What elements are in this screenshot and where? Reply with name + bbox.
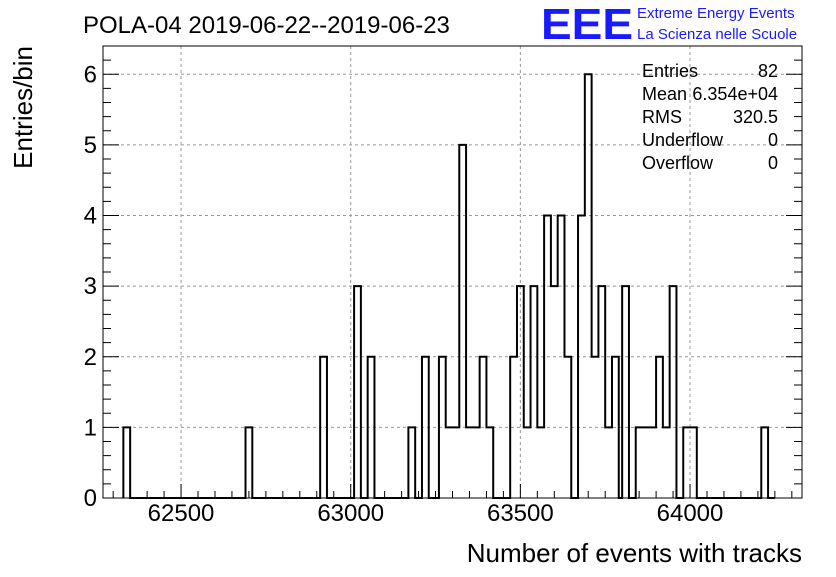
logo-line-1: Extreme Energy Events	[637, 5, 795, 22]
y-tick-label: 4	[84, 203, 97, 230]
eee-logo: EEE Extreme Energy Events La Scienza nel…	[541, 0, 797, 49]
stats-underflow-value: 0	[768, 130, 778, 150]
axis-ticks	[103, 45, 802, 499]
stats-entries-value: 82	[758, 61, 778, 81]
stats-overflow-label: Overflow	[642, 153, 714, 173]
y-axis-label: Entries/bin	[8, 46, 38, 169]
y-tick-label: 3	[84, 273, 97, 300]
x-tick-label: 64000	[657, 500, 724, 527]
y-tick-label: 5	[84, 132, 97, 159]
x-tick-labels: 62500 63000 63500 64000	[148, 500, 724, 527]
stats-entries-label: Entries	[642, 61, 698, 81]
chart-title: POLA-04 2019-06-22--2019-06-23	[83, 12, 450, 39]
stats-rms-label: RMS	[642, 107, 682, 127]
y-tick-label: 1	[84, 414, 97, 441]
eee-logo-text: EEE	[541, 0, 633, 49]
y-tick-label: 6	[84, 61, 97, 88]
stats-underflow-label: Underflow	[642, 130, 724, 150]
y-tick-labels: 0 1 2 3 4 5 6	[84, 61, 97, 512]
x-tick-label: 63500	[487, 500, 554, 527]
x-tick-label: 62500	[148, 500, 215, 527]
y-tick-label: 2	[84, 344, 97, 371]
stats-mean-label: Mean	[642, 84, 687, 104]
stats-mean-value: 6.354e+04	[692, 84, 778, 104]
stats-overflow-value: 0	[768, 153, 778, 173]
stats-rms-value: 320.5	[733, 107, 778, 127]
y-tick-label: 0	[84, 485, 97, 512]
logo-line-2: La Scienza nelle Scuole	[637, 26, 797, 43]
stats-box: Entries 82 Mean 6.354e+04 RMS 320.5 Unde…	[642, 61, 778, 173]
x-tick-label: 63000	[317, 500, 384, 527]
histogram-line	[122, 73, 775, 499]
x-axis-label: Number of events with tracks	[467, 538, 802, 568]
